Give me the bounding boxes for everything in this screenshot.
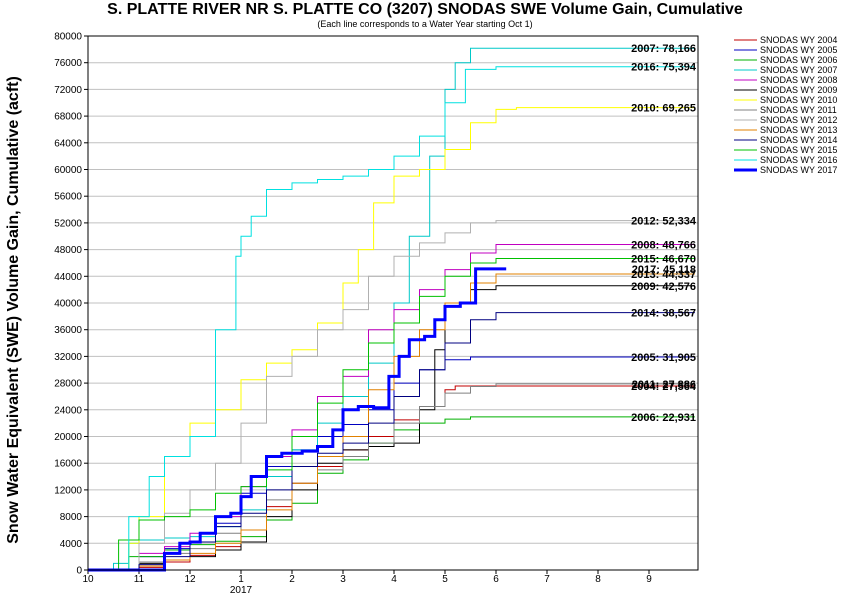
y-tick-label: 4000 [60, 539, 83, 550]
legend-label: SNODAS WY 2016 [760, 155, 837, 165]
series-end-label: 2005: 31,905 [631, 352, 696, 364]
chart-subtitle: (Each line corresponds to a Water Year s… [317, 19, 533, 29]
series-end-labels: 2004: 27,564 2005: 31,905 2006: 22,931 2007… [631, 43, 697, 424]
x-tick-label: 12 [184, 574, 196, 585]
x-tick-label: 8 [595, 574, 601, 585]
x-tick-label: 7 [544, 574, 550, 585]
legend-label: SNODAS WY 2012 [760, 115, 837, 125]
series-end-label: 2017: 45,118 [632, 264, 696, 276]
y-tick-label: 16000 [54, 459, 82, 470]
y-tick-label: 44000 [54, 272, 82, 283]
x-tick-label: 11 [134, 574, 145, 585]
x-tick-label: 2 [289, 574, 295, 585]
y-tick-label: 48000 [54, 245, 82, 256]
series-end-label: 2010: 69,265 [631, 103, 696, 115]
y-tick-label: 68000 [54, 112, 82, 123]
x-tick-label: 3 [340, 574, 346, 585]
series-line-snodas-wy-2009 [88, 285, 695, 571]
series-line-snodas-wy-2007 [88, 47, 695, 571]
series-line-snodas-wy-2016 [88, 66, 695, 571]
series-line-snodas-wy-2017 [88, 267, 507, 572]
y-tick-label: 56000 [54, 192, 82, 203]
series-end-label: 2004: 27,564 [631, 381, 697, 393]
series-end-label: 2011: 27,886 [632, 379, 696, 391]
legend-label: SNODAS WY 2005 [760, 45, 837, 55]
y-tick-label: 12000 [54, 485, 82, 496]
series-line-snodas-wy-2015 [88, 257, 695, 571]
legend-label: SNODAS WY 2015 [760, 145, 837, 155]
y-tick-label: 32000 [54, 352, 82, 363]
x-tick-label: 5 [442, 574, 448, 585]
legend-label: SNODAS WY 2007 [760, 65, 837, 75]
series-end-label: 2007: 78,166 [631, 43, 696, 55]
y-tick-label: 20000 [54, 432, 82, 443]
series-end-label: 2006: 22,931 [631, 412, 696, 424]
series-line-snodas-wy-2010 [88, 107, 695, 571]
legend-label: SNODAS WY 2017 [760, 165, 837, 175]
legend-label: SNODAS WY 2009 [760, 85, 837, 95]
x-tick-label: 1 [238, 574, 244, 585]
series-lines [88, 47, 695, 572]
y-tick-label: 60000 [54, 165, 82, 176]
series-end-label: 2013: 44,337 [631, 269, 696, 281]
legend-label: SNODAS WY 2011 [760, 105, 837, 115]
grid-lines [88, 35, 698, 571]
series-end-label: 2014: 38,567 [631, 308, 696, 320]
legend-label: SNODAS WY 2006 [760, 55, 837, 65]
y-tick-label: 24000 [54, 405, 82, 416]
x-tick-label: 10 [82, 574, 94, 585]
series-line-snodas-wy-2014 [88, 312, 695, 571]
series-end-label: 2016: 75,394 [631, 62, 697, 74]
y-tick-label: 40000 [54, 299, 82, 310]
y-tick-labels: 0 4000 8000 12000 16000 20000 24000 28000 32000 3… [54, 32, 88, 577]
y-tick-label: 0 [76, 566, 82, 577]
legend-label: SNODAS WY 2008 [760, 75, 837, 85]
y-tick-label: 64000 [54, 138, 82, 149]
chart-title: S. PLATTE RIVER NR S. PLATTE CO (3207) S… [107, 1, 743, 18]
y-tick-label: 80000 [54, 32, 82, 43]
y-tick-label: 72000 [54, 85, 82, 96]
plot-frame [87, 35, 699, 571]
y-tick-label: 76000 [54, 58, 82, 69]
legend-label: SNODAS WY 2010 [760, 95, 837, 105]
series-end-label: 2015: 46,670 [631, 253, 696, 265]
legend-label: SNODAS WY 2013 [760, 125, 837, 135]
series-line-snodas-wy-2013 [88, 273, 695, 571]
x-year-label: 2017 [230, 585, 253, 596]
x-tick-label: 4 [391, 574, 397, 585]
series-line-snodas-wy-2012 [88, 220, 695, 571]
series-end-label: 2008: 48,766 [631, 239, 696, 251]
series-end-label: 2012: 52,334 [631, 216, 697, 228]
x-tick-label: 9 [646, 574, 652, 585]
series-end-label: 2009: 42,576 [631, 281, 696, 293]
x-tick-label: 6 [493, 574, 499, 585]
legend-label: SNODAS WY 2004 [760, 35, 837, 45]
y-tick-label: 52000 [54, 218, 82, 229]
series-line-snodas-wy-2008 [88, 243, 695, 571]
y-tick-label: 8000 [60, 512, 83, 523]
legend-label: SNODAS WY 2014 [760, 135, 837, 145]
y-tick-label: 28000 [54, 379, 82, 390]
y-tick-label: 36000 [54, 325, 82, 336]
